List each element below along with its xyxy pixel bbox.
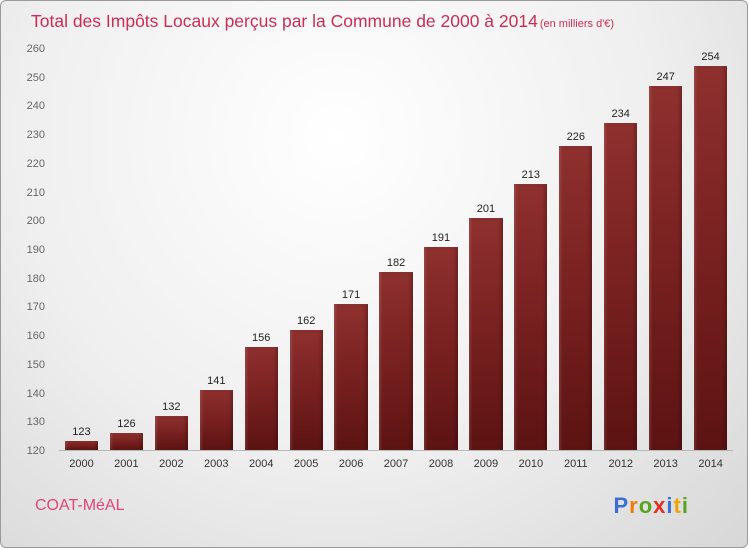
bar-slot: 171 — [329, 49, 374, 450]
x-axis-label: 2003 — [204, 458, 229, 470]
x-axis: 2000 2001 2002 2003 2004 2005 2006 2007 2008 2009… — [59, 458, 733, 474]
bar — [649, 86, 683, 450]
bar-value-label: 182 — [386, 257, 406, 270]
bar-value-label: 254 — [701, 51, 720, 64]
bar-slot: 132 — [149, 49, 194, 450]
bar-slot: 126 — [104, 49, 149, 450]
bar — [289, 329, 323, 450]
plot-area: 123 126 132 141 156 162 171 182 191 201 213 226 234 2… — [59, 49, 733, 451]
bar — [64, 441, 99, 450]
bar — [244, 346, 278, 450]
y-axis-label: 140 — [26, 387, 45, 400]
bar-slot: 247 — [643, 49, 688, 450]
x-axis-label: 2013 — [653, 458, 678, 470]
y-axis: 120 130 140 150 160 170 180 190 200 210 220 230 240 2… — [1, 43, 53, 457]
bar-slot: 191 — [419, 49, 464, 450]
bar-value-label: 234 — [611, 108, 630, 121]
bar — [379, 272, 413, 450]
y-axis-label: 180 — [26, 272, 45, 285]
chart-title: Total des Impôts Locaux perçus par la Co… — [31, 11, 538, 31]
bar-value-label: 247 — [656, 71, 675, 84]
bar-slot: 201 — [463, 49, 508, 450]
logo-letter: x — [653, 493, 667, 518]
bar-value-label: 213 — [521, 168, 541, 181]
y-axis-label: 190 — [26, 244, 45, 256]
chart-header: Total des Impôts Locaux perçus par la Co… — [31, 11, 737, 32]
bar — [109, 432, 144, 450]
logo-letter: P — [613, 493, 630, 518]
x-axis-label: 2006 — [338, 458, 364, 470]
bar-value-label: 123 — [72, 426, 91, 439]
x-axis-label: 2005 — [293, 458, 319, 470]
bar-value-label: 191 — [431, 231, 451, 244]
bars-row: 123 126 132 141 156 162 171 182 191 201 213 226 234 2… — [59, 49, 733, 450]
bar-slot: 234 — [598, 49, 643, 450]
bar — [469, 218, 503, 450]
x-axis-label: 2000 — [69, 458, 94, 470]
bar — [334, 303, 368, 450]
logo-letter: i — [681, 493, 689, 518]
x-axis-label: 2007 — [383, 458, 409, 470]
y-axis-label: 250 — [26, 71, 45, 84]
bar — [559, 146, 593, 450]
bar-slot: 123 — [59, 49, 104, 450]
x-axis-label: 2009 — [473, 458, 499, 470]
bar-value-label: 126 — [117, 417, 136, 430]
y-axis-label: 120 — [26, 445, 45, 457]
x-axis-label: 2004 — [248, 458, 274, 470]
x-axis-label: 2001 — [114, 458, 139, 470]
logo-letter: r — [629, 493, 639, 518]
logo-letter: o — [638, 493, 654, 518]
y-axis-label: 200 — [26, 215, 45, 228]
y-axis-label: 220 — [26, 157, 45, 170]
x-axis-label: 2010 — [518, 458, 544, 470]
y-axis-label: 230 — [26, 129, 45, 142]
bar-value-label: 226 — [566, 131, 585, 144]
logo-letter: t — [673, 493, 682, 518]
bar-slot: 156 — [239, 49, 284, 450]
bar — [693, 66, 728, 450]
bar-slot: 182 — [374, 49, 419, 450]
bar-slot: 226 — [553, 49, 598, 450]
x-axis-label: 2011 — [563, 458, 588, 470]
x-axis-label: 2014 — [698, 458, 723, 470]
bar-slot: 162 — [284, 49, 329, 450]
bar — [199, 389, 233, 450]
logo-letter: i — [666, 493, 674, 518]
y-axis-label: 160 — [26, 330, 45, 343]
y-axis-label: 240 — [26, 100, 45, 113]
bar-slot: 254 — [688, 49, 733, 450]
bar — [514, 183, 548, 450]
bar — [604, 123, 638, 450]
bar-value-label: 156 — [252, 331, 271, 344]
bar-slot: 141 — [194, 49, 239, 450]
y-axis-label: 170 — [26, 301, 45, 314]
bar-value-label: 201 — [476, 203, 496, 215]
bar — [424, 246, 458, 450]
bar-value-label: 141 — [207, 374, 226, 387]
bar-value-label: 162 — [296, 314, 316, 327]
bar-value-label: 171 — [341, 288, 361, 301]
y-axis-label: 260 — [26, 43, 45, 55]
y-axis-label: 210 — [26, 186, 45, 199]
x-axis-label: 2008 — [428, 458, 454, 470]
bar — [154, 415, 188, 450]
x-axis-label: 2012 — [608, 458, 633, 470]
y-axis-label: 150 — [26, 358, 45, 371]
chart-subtitle: (en milliers d'€) — [539, 18, 615, 30]
bar-value-label: 132 — [162, 400, 181, 413]
proxiti-logo[interactable]: Proxiti — [613, 493, 689, 519]
bar-slot: 213 — [508, 49, 553, 450]
x-axis-label: 2002 — [159, 458, 184, 470]
y-axis-label: 130 — [26, 416, 45, 429]
commune-label: COAT-MéAL — [35, 497, 125, 514]
